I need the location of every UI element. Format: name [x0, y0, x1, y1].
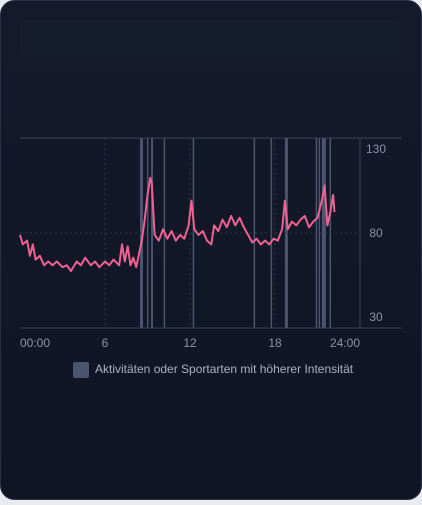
y-tick-label: 80	[369, 226, 383, 240]
activity-band	[318, 138, 321, 328]
activity-band	[253, 138, 256, 328]
activity-band	[192, 138, 195, 328]
activity-band	[146, 138, 149, 328]
y-tick-label: 30	[369, 310, 383, 324]
heart-rate-line	[19, 176, 336, 272]
header-placeholder	[20, 20, 400, 56]
x-tick-label: 12	[183, 336, 197, 350]
x-tick-label: 18	[268, 336, 282, 350]
legend-swatch	[73, 362, 89, 378]
x-tick-label: 6	[102, 336, 109, 350]
x-tick-label: 24:00	[330, 336, 360, 350]
activity-band	[151, 138, 154, 328]
y-tick-label: 130	[366, 142, 386, 156]
x-tick-label: 00:00	[20, 336, 50, 350]
legend-label: Aktivitäten oder Sportarten mit höherer …	[95, 362, 354, 376]
activity-band	[321, 138, 326, 328]
